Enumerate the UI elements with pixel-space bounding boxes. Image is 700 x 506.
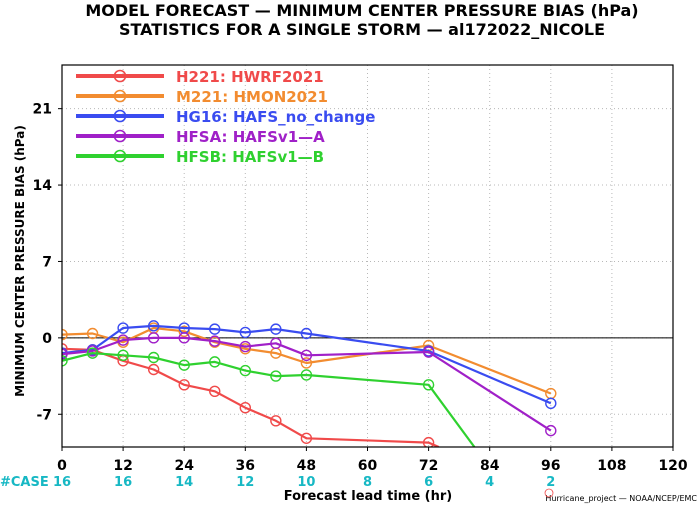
x-axis-label: Forecast lead time (hr) [284,489,452,504]
series-point [545,397,557,410]
legend-swatch-marker [113,149,127,163]
case-count: 16 [114,475,132,490]
series-point [86,347,99,359]
x-tick-label: 24 [174,458,194,474]
series-1 [62,343,440,447]
series-point [62,348,68,360]
legend: H221: HWRF2021 M221: HMON2021 HG16: HAFS_n… [76,68,375,166]
case-counts: 16 16 14 12 10 8 6 4 2 [53,475,555,490]
case-count: 10 [297,475,315,490]
case-label: #CASE [0,475,49,490]
series-point [62,355,68,367]
case-count: 8 [363,475,372,490]
series-point [270,415,282,427]
series-point [209,356,221,368]
case-count: 14 [175,475,193,490]
y-tick-label: 0 [42,331,52,347]
case-count: 2 [546,475,555,490]
series-point [239,402,252,414]
y-tick-labels: 21 14 7 0 -7 [33,102,62,423]
series-point [147,351,160,364]
series-point [209,385,221,398]
legend-entry: H221: HWRF2021 [176,68,324,86]
x-tick-label: 0 [57,458,67,474]
series-point [117,322,129,334]
series-point [86,327,99,340]
series-point [300,432,313,444]
legend-swatch-marker [113,69,127,83]
series-point [422,346,435,358]
series-layer [62,320,557,447]
x-tick-label: 120 [658,458,687,474]
series-point [270,370,282,382]
series-point [178,379,190,391]
legend-swatch-marker [113,89,127,103]
chart-title-line1: MODEL FORECAST — MINIMUM CENTER PRESSURE… [85,1,638,20]
series-point [239,340,252,353]
x-tick-label: 96 [541,458,560,474]
x-tick-label: 72 [419,458,438,474]
plot-area: H221: HWRF2021 M221: HMON2021 HG16: HAFS_n… [61,64,674,448]
case-count: 12 [236,475,254,490]
series-point [422,379,435,391]
series-point [422,436,435,447]
series-line [62,324,552,405]
x-tick-label: 84 [480,458,500,474]
series-line [62,347,440,447]
series-point [239,364,252,377]
series-point [239,326,252,339]
series-point [300,327,313,340]
x-tick-label: 108 [597,458,626,474]
series-point [178,332,190,344]
chart-title-line2: STATISTICS FOR A SINGLE STORM — al172022… [119,20,605,39]
x-tick-label: 48 [297,458,316,474]
case-count: 6 [424,475,433,490]
series-point [300,357,313,369]
series-4 [62,332,557,437]
y-tick-label: -7 [36,407,52,423]
y-tick-label: 14 [33,178,53,194]
legend-swatch-marker [113,129,127,143]
series-point [209,335,221,347]
series-point [270,337,282,350]
series-3 [62,320,557,410]
case-count: 4 [485,475,494,490]
series-point [117,334,129,346]
series-point [300,369,313,381]
y-tick-label: 21 [33,102,52,118]
series-point [545,424,557,437]
series-point [147,363,160,376]
series-point [270,323,282,335]
legend-entry: HFSA: HAFSv1—A [176,128,325,146]
footer-credit: Hurricane_project — NOAA/NCEP/EMC [545,494,697,503]
series-line [62,336,552,432]
series-point [178,359,190,371]
x-tick-labels: 0 12 24 36 48 60 72 84 96 108 120 [57,447,688,474]
series-point [300,349,313,362]
y-tick-label: 7 [42,254,52,270]
y-axis-label: MINIMUM CENTER PRESSURE BIAS (hPa) [13,125,27,397]
series-point [209,323,221,335]
series-point [62,343,68,355]
x-tick-label: 60 [358,458,378,474]
legend-swatch-marker [113,109,127,123]
legend-entry: M221: HMON2021 [176,88,328,106]
footer-logo-icon [544,488,554,498]
series-point [147,320,160,332]
series-point [147,332,160,344]
x-tick-label: 12 [113,458,132,474]
x-tick-label: 36 [236,458,255,474]
case-count: 16 [53,475,71,490]
series-point [178,325,190,338]
legend-entry: HFSB: HAFSv1—B [176,148,324,166]
series-5 [62,347,476,447]
series-point [62,328,68,341]
series-line [62,352,476,447]
legend-entry: HG16: HAFS_no_change [176,108,375,126]
series-point [117,349,129,362]
